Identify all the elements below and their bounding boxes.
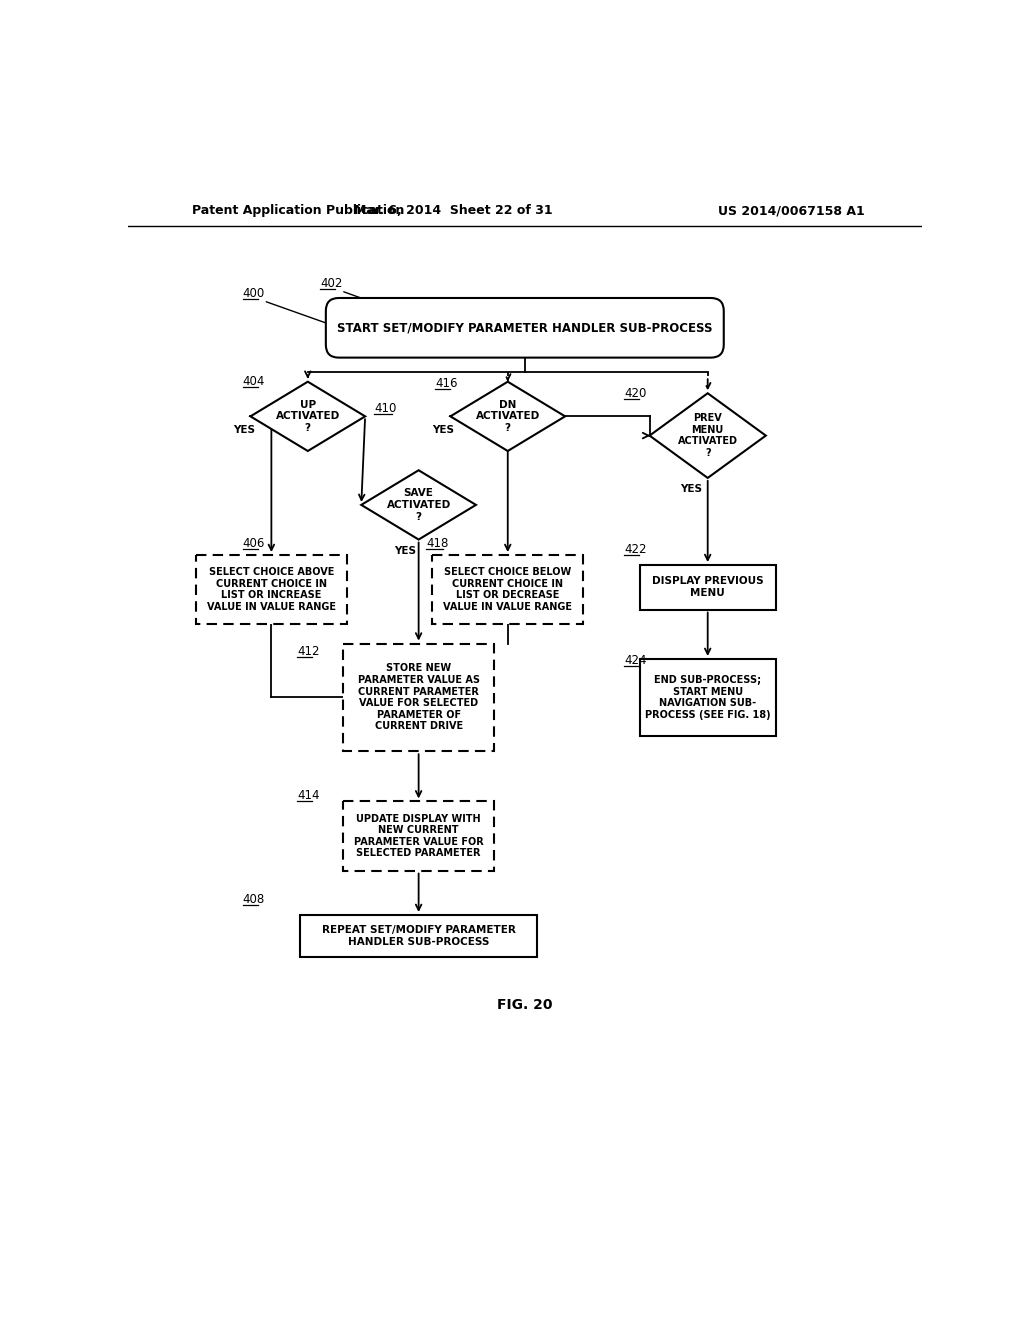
Text: YES: YES xyxy=(680,484,701,495)
Text: FIG. 20: FIG. 20 xyxy=(497,998,553,1012)
Text: 416: 416 xyxy=(435,376,458,389)
Text: 404: 404 xyxy=(243,375,265,388)
Bar xyxy=(640,565,775,610)
Text: SELECT CHOICE BELOW
CURRENT CHOICE IN
LIST OR DECREASE
VALUE IN VALUE RANGE: SELECT CHOICE BELOW CURRENT CHOICE IN LI… xyxy=(443,568,572,612)
Text: 424: 424 xyxy=(624,653,646,667)
Text: DN
ACTIVATED
?: DN ACTIVATED ? xyxy=(475,400,540,433)
Text: Mar. 6, 2014  Sheet 22 of 31: Mar. 6, 2014 Sheet 22 of 31 xyxy=(354,205,553,218)
Text: 408: 408 xyxy=(243,892,265,906)
Bar xyxy=(343,644,495,751)
Polygon shape xyxy=(649,393,766,478)
Bar xyxy=(432,554,584,624)
FancyBboxPatch shape xyxy=(326,298,724,358)
Polygon shape xyxy=(251,381,366,451)
Bar xyxy=(196,554,347,624)
Text: STORE NEW
PARAMETER VALUE AS
CURRENT PARAMETER
VALUE FOR SELECTED
PARAMETER OF
C: STORE NEW PARAMETER VALUE AS CURRENT PAR… xyxy=(357,664,479,731)
Polygon shape xyxy=(361,470,476,540)
Text: 402: 402 xyxy=(321,277,343,289)
Text: 422: 422 xyxy=(624,543,646,556)
Text: START SET/MODIFY PARAMETER HANDLER SUB-PROCESS: START SET/MODIFY PARAMETER HANDLER SUB-P… xyxy=(337,321,713,334)
Text: US 2014/0067158 A1: US 2014/0067158 A1 xyxy=(718,205,864,218)
Text: YES: YES xyxy=(393,546,416,556)
Text: 412: 412 xyxy=(297,644,319,657)
Text: PREV
MENU
ACTIVATED
?: PREV MENU ACTIVATED ? xyxy=(678,413,737,458)
Text: 418: 418 xyxy=(426,537,449,550)
Bar xyxy=(343,801,495,871)
Text: SELECT CHOICE ABOVE
CURRENT CHOICE IN
LIST OR INCREASE
VALUE IN VALUE RANGE: SELECT CHOICE ABOVE CURRENT CHOICE IN LI… xyxy=(207,568,336,612)
Polygon shape xyxy=(451,381,565,451)
Text: REPEAT SET/MODIFY PARAMETER
HANDLER SUB-PROCESS: REPEAT SET/MODIFY PARAMETER HANDLER SUB-… xyxy=(322,925,515,946)
Text: SAVE
ACTIVATED
?: SAVE ACTIVATED ? xyxy=(386,488,451,521)
Text: DISPLAY PREVIOUS
MENU: DISPLAY PREVIOUS MENU xyxy=(652,577,764,598)
Text: UPDATE DISPLAY WITH
NEW CURRENT
PARAMETER VALUE FOR
SELECTED PARAMETER: UPDATE DISPLAY WITH NEW CURRENT PARAMETE… xyxy=(353,813,483,858)
Text: YES: YES xyxy=(432,425,454,436)
Bar xyxy=(300,915,537,957)
Text: 400: 400 xyxy=(243,286,265,300)
Text: UP
ACTIVATED
?: UP ACTIVATED ? xyxy=(275,400,340,433)
Bar xyxy=(640,659,775,737)
Text: 410: 410 xyxy=(375,403,397,416)
Text: END SUB-PROCESS;
START MENU
NAVIGATION SUB-
PROCESS (SEE FIG. 18): END SUB-PROCESS; START MENU NAVIGATION S… xyxy=(645,675,770,719)
Text: 420: 420 xyxy=(624,387,646,400)
Text: YES: YES xyxy=(233,425,255,436)
Text: 406: 406 xyxy=(243,537,265,550)
Text: 414: 414 xyxy=(297,789,319,803)
Text: Patent Application Publication: Patent Application Publication xyxy=(191,205,403,218)
